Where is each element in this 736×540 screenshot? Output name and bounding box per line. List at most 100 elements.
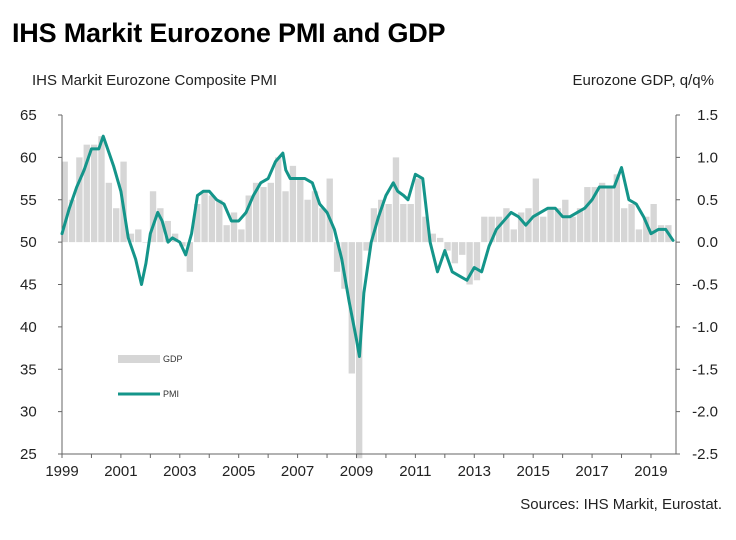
gdp-bar <box>90 144 98 243</box>
gdp-bar <box>260 187 267 243</box>
gdp-bars <box>61 136 672 459</box>
gdp-bar <box>517 212 525 243</box>
gdp-bar <box>267 182 274 243</box>
gdp-bar <box>179 242 186 247</box>
right-tick-label: -0.5 <box>692 277 718 294</box>
left-tick-label: 45 <box>20 277 37 294</box>
gdp-bar <box>252 182 260 243</box>
gdp-bar <box>525 208 532 243</box>
gdp-bar <box>628 203 635 243</box>
gdp-bar <box>584 187 591 243</box>
gdp-bar <box>194 203 201 243</box>
gdp-bar <box>201 191 208 243</box>
x-tick-label: 2009 <box>340 463 373 480</box>
right-tick-label: 1.5 <box>697 107 718 124</box>
gdp-bar <box>208 195 216 243</box>
gdp-bar <box>400 203 407 243</box>
left-tick-label: 50 <box>20 234 37 251</box>
gdp-bar <box>436 237 444 243</box>
gdp-bar <box>591 187 598 243</box>
gdp-bar <box>540 216 547 243</box>
gdp-bar <box>459 242 466 255</box>
x-tick-label: 2019 <box>634 463 667 480</box>
gdp-bar <box>282 191 289 243</box>
left-tick-label: 40 <box>20 319 37 336</box>
gdp-bar <box>157 208 164 243</box>
left-tick-label: 55 <box>20 192 37 209</box>
gdp-bar <box>532 178 540 243</box>
chart-title: IHS Markit Eurozone PMI and GDP <box>12 18 446 48</box>
gdp-bar <box>547 208 554 243</box>
gdp-bar <box>149 191 157 243</box>
gdp-bar <box>363 242 370 251</box>
x-tick-label: 2015 <box>516 463 549 480</box>
gdp-bar <box>392 157 400 243</box>
left-tick-label: 65 <box>20 107 37 124</box>
gdp-bar <box>495 216 503 243</box>
gdp-bar <box>466 242 473 285</box>
gdp-bar <box>216 199 223 243</box>
legend-gdp-swatch <box>118 355 160 363</box>
gdp-bar <box>289 165 297 243</box>
gdp-bar <box>635 229 643 243</box>
x-tick-label: 2011 <box>399 463 431 480</box>
gdp-bar <box>414 178 422 243</box>
right-tick-label: -2.0 <box>692 404 718 421</box>
gdp-bar <box>142 242 149 243</box>
gdp-bar <box>481 216 488 243</box>
gdp-bar <box>429 233 436 243</box>
gdp-bar <box>488 216 495 243</box>
gdp-bar <box>385 203 392 243</box>
gdp-bar <box>164 220 171 243</box>
left-tick-label: 30 <box>20 404 37 421</box>
gdp-bar <box>223 225 230 243</box>
x-tick-label: 2017 <box>575 463 608 480</box>
gdp-bar <box>451 242 459 264</box>
gdp-bar <box>311 191 319 243</box>
right-tick-label: 0.5 <box>697 192 718 209</box>
gdp-bar <box>275 157 282 243</box>
gdp-bar <box>444 242 451 251</box>
x-tick-label: 2001 <box>104 463 137 480</box>
x-tick-label: 2003 <box>163 463 196 480</box>
tick-labels: 65 60 55 50 45 40 35 30 25 1.5 1.0 0.5 0.0 -0.5 -1.0 -1… <box>20 107 718 480</box>
right-axis-title: Eurozone GDP, q/q% <box>572 72 714 89</box>
gdp-bar <box>68 199 76 243</box>
gdp-bar <box>135 229 142 243</box>
gdp-bar <box>341 242 348 289</box>
gdp-bar <box>186 242 194 272</box>
gdp-bar <box>503 208 510 243</box>
gdp-bar <box>127 233 135 243</box>
gdp-bar <box>569 216 576 243</box>
gdp-bar <box>643 216 650 243</box>
gdp-bar <box>370 208 378 243</box>
left-tick-label: 35 <box>20 361 37 378</box>
axes <box>58 114 680 458</box>
pmi-line <box>60 134 675 359</box>
gdp-bar <box>657 225 665 243</box>
gdp-bar <box>230 212 238 243</box>
gdp-bar <box>378 199 385 243</box>
gdp-bar <box>297 178 304 243</box>
right-tick-label: -1.0 <box>692 319 718 336</box>
gdp-bar <box>245 195 252 243</box>
legend-pmi-label: PMI <box>163 389 179 399</box>
legend: GDP PMI <box>118 354 183 399</box>
gdp-bar <box>510 229 517 243</box>
gdp-bar <box>473 242 481 281</box>
right-tick-label: -1.5 <box>692 361 718 378</box>
x-tick-label: 2007 <box>281 463 314 480</box>
gdp-bar <box>76 157 83 243</box>
gdp-bar <box>554 208 562 243</box>
gdp-bar <box>606 187 613 243</box>
left-tick-label: 60 <box>20 149 37 166</box>
pmi-line-group <box>60 134 675 359</box>
x-tick-label: 1999 <box>45 463 78 480</box>
gdp-bar <box>319 208 326 243</box>
gdp-bar <box>562 199 569 243</box>
gdp-bar <box>105 182 113 243</box>
gdp-bar <box>621 208 628 243</box>
right-tick-label: 0.0 <box>697 234 718 251</box>
x-tick-label: 2005 <box>222 463 255 480</box>
